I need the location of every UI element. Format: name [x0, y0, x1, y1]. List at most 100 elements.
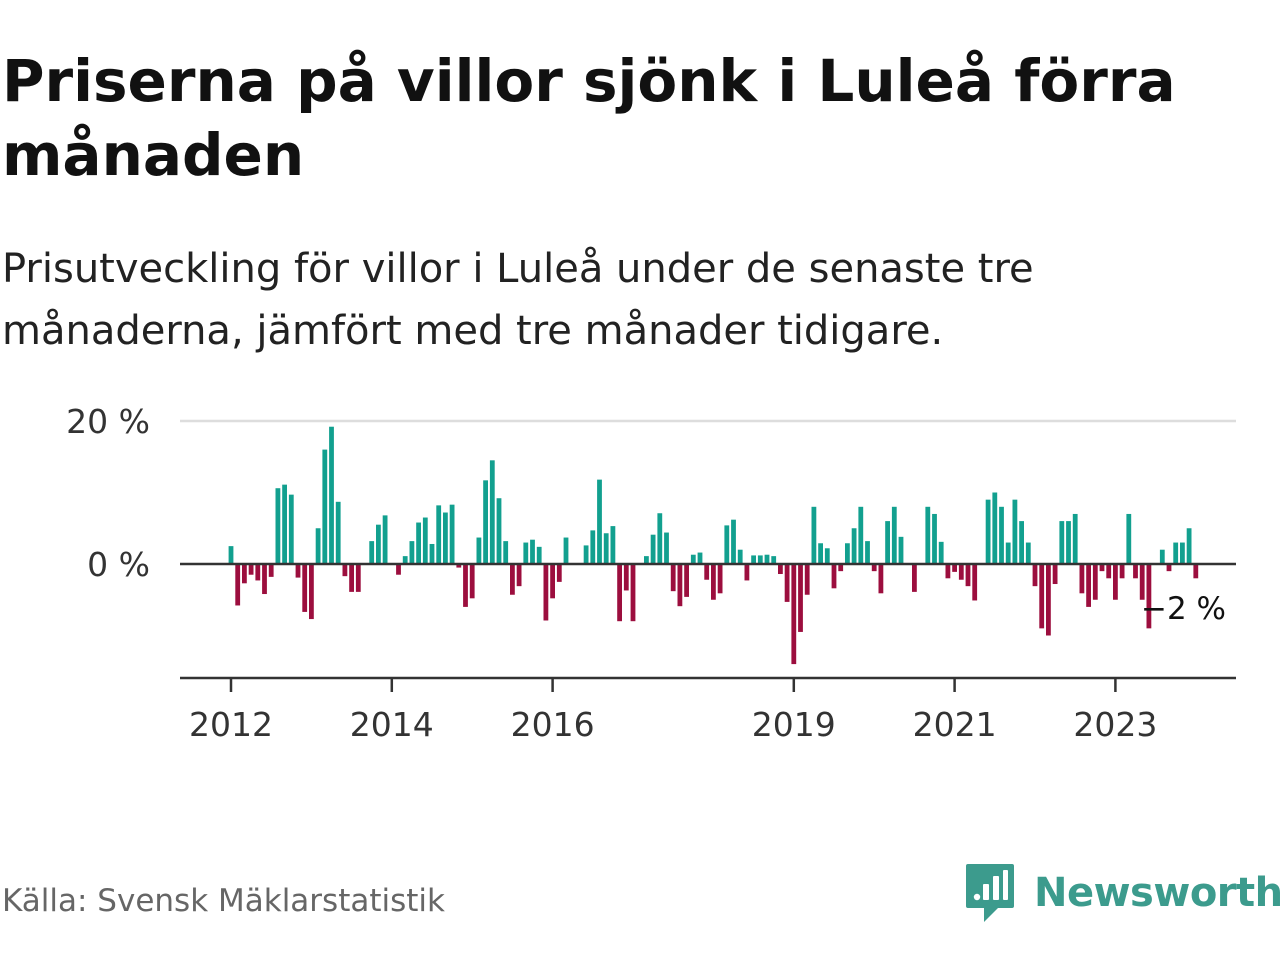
bar-negative — [235, 564, 241, 606]
bar-positive — [1072, 513, 1078, 564]
bar-negative — [965, 564, 971, 587]
bar-positive — [664, 532, 669, 564]
bar-positive — [315, 528, 321, 564]
bar-positive — [228, 546, 234, 565]
y-tick-label: 0 % — [87, 545, 150, 584]
bar-positive — [1019, 521, 1024, 564]
bar-negative — [302, 564, 308, 612]
bar-positive — [938, 541, 944, 564]
bar-negative — [456, 564, 462, 568]
bar-negative — [744, 564, 750, 581]
bar-positive — [657, 513, 663, 564]
bar-positive — [282, 484, 287, 564]
bar-negative — [784, 564, 790, 602]
bar-positive — [610, 526, 616, 564]
bar-positive — [1066, 521, 1071, 564]
bar-positive — [603, 533, 609, 564]
bar-positive — [409, 541, 415, 564]
bar-negative — [1106, 564, 1112, 579]
bar-negative — [309, 564, 314, 620]
bar-negative — [1099, 564, 1105, 572]
bar-negative — [463, 564, 468, 607]
last-value-label: −2 % — [1141, 591, 1226, 627]
newsworthy-logo-icon — [966, 864, 1014, 922]
axes: 0 % 20 % 2012 2014 2016 2019 2021 2023 −2 % — [66, 402, 1236, 744]
bar-negative — [349, 564, 354, 592]
bar-positive — [530, 539, 535, 564]
bar-positive — [449, 504, 455, 564]
bar-negative — [1052, 564, 1058, 585]
y-tick-label: 20 % — [66, 402, 150, 441]
source-note: Källa: Svensk Mäklarstatistik — [2, 883, 445, 919]
bar-negative — [295, 564, 301, 578]
bar-negative — [355, 564, 361, 592]
bar-positive — [489, 460, 495, 564]
bar-positive — [697, 552, 703, 564]
bar-negative — [1193, 564, 1199, 579]
bar-positive — [590, 530, 596, 564]
bar-positive — [597, 479, 602, 564]
bar-negative — [972, 564, 978, 601]
bar-positive — [422, 517, 428, 564]
bar-negative — [630, 564, 636, 622]
bar-positive — [1126, 513, 1132, 564]
bar-positive — [999, 506, 1004, 564]
bar-negative — [684, 564, 689, 597]
bar-negative — [255, 564, 261, 581]
bar-positive — [335, 501, 341, 564]
bar-negative — [778, 564, 783, 575]
bar-positive — [644, 556, 649, 564]
bar-positive — [523, 542, 529, 564]
bar-negative — [1166, 564, 1172, 572]
bar-positive — [1025, 542, 1031, 564]
bar-negative — [396, 564, 401, 575]
bar-positive — [476, 537, 482, 564]
bar-positive — [690, 554, 696, 564]
bar-positive — [771, 556, 777, 564]
bar-negative — [623, 564, 629, 591]
bar-negative — [704, 564, 710, 580]
chart-title: Priserna på villor sjönk i Luleå förra m… — [2, 47, 1176, 189]
bar-positive — [1005, 542, 1011, 564]
bar-negative — [1146, 564, 1152, 629]
bar-positive — [376, 524, 381, 564]
bar-negative — [791, 564, 797, 665]
bars — [228, 426, 1199, 665]
bar-negative — [717, 564, 723, 594]
bar-negative — [543, 564, 549, 621]
bar-positive — [764, 554, 770, 564]
bar-positive — [503, 541, 509, 564]
bar-negative — [1139, 564, 1145, 600]
bar-positive — [329, 426, 334, 564]
bar-positive — [851, 528, 857, 564]
bar-negative — [1113, 564, 1118, 600]
bar-negative — [670, 564, 676, 592]
bar-positive — [1012, 499, 1018, 564]
bar-positive — [496, 498, 502, 564]
bar-positive — [898, 536, 904, 564]
bar-negative — [952, 564, 957, 572]
bar-positive — [275, 488, 281, 564]
bar-positive — [811, 506, 817, 564]
bar-negative — [516, 564, 522, 587]
brand-logo[interactable]: Newsworthy — [964, 862, 1280, 924]
bar-positive — [583, 545, 589, 564]
bar-negative — [1079, 564, 1085, 594]
bar-negative — [912, 564, 917, 592]
bar-negative — [550, 564, 555, 599]
bar-positive — [845, 543, 850, 564]
bar-positive — [824, 548, 830, 564]
bar-positive — [436, 505, 442, 564]
bar-positive — [563, 537, 569, 564]
bar-positive — [858, 506, 864, 564]
bar-negative — [1046, 564, 1051, 636]
bar-chart: 0 % 20 % 2012 2014 2016 2019 2021 2023 −2 % — [66, 402, 1236, 744]
bar-negative — [945, 564, 951, 579]
bar-negative — [556, 564, 562, 582]
chart-subtitle: Prisutveckling för villor i Luleå under … — [2, 246, 1034, 354]
bar-positive — [751, 555, 756, 564]
bar-negative — [1133, 564, 1138, 579]
brand-name: Newsworthy — [1034, 870, 1280, 916]
bar-negative — [711, 564, 716, 600]
bar-negative — [510, 564, 515, 595]
